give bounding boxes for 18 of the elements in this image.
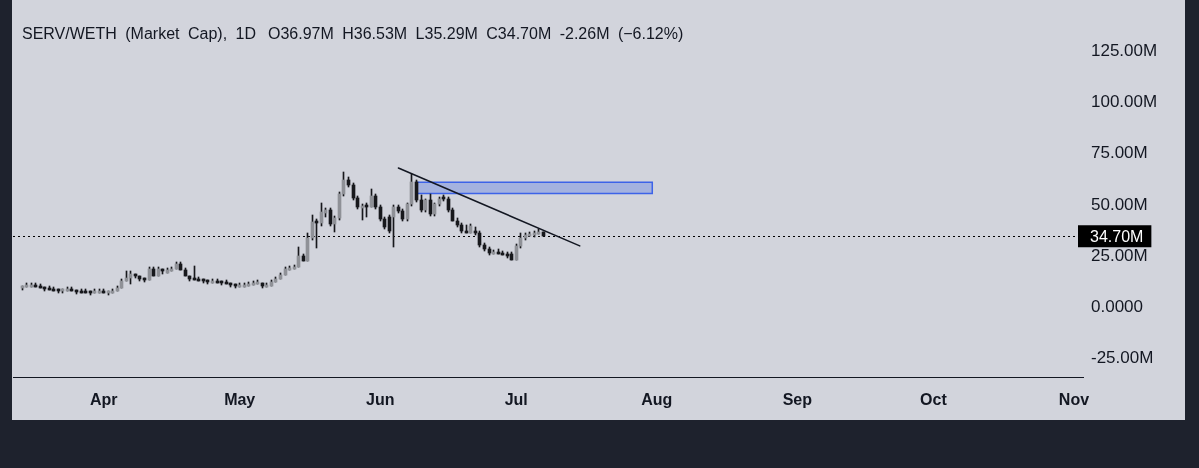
ref-line-label: 34.70M: [1090, 227, 1144, 245]
text: O36.97M H36.53M L35.29M C34.70M -2.26M (−6.12%): [267, 25, 684, 42]
x-tick-label: Jul: [504, 391, 528, 409]
x-tick-label: Nov: [1058, 391, 1090, 409]
y-tick-label: -25.00M: [1091, 348, 1154, 368]
y-tick-label: 125.00M: [1091, 40, 1158, 60]
text: SERV/WETH (Market Cap), 1D: [22, 25, 256, 42]
y-tick-label: 50.00M: [1091, 194, 1148, 214]
y-tick-label: 100.00M: [1091, 92, 1158, 112]
x-tick-label: Sep: [782, 391, 813, 409]
x-tick-label: May: [224, 391, 256, 409]
y-tick-label: 25.00M: [1091, 245, 1148, 265]
y-tick-label: 75.00M: [1091, 143, 1148, 163]
x-tick-label: Apr: [89, 391, 118, 409]
x-tick-label: Jun: [366, 391, 395, 409]
x-tick-label: Aug: [641, 391, 673, 409]
x-tick-label: Oct: [920, 391, 948, 409]
y-tick-label: 0.0000: [1091, 297, 1143, 317]
